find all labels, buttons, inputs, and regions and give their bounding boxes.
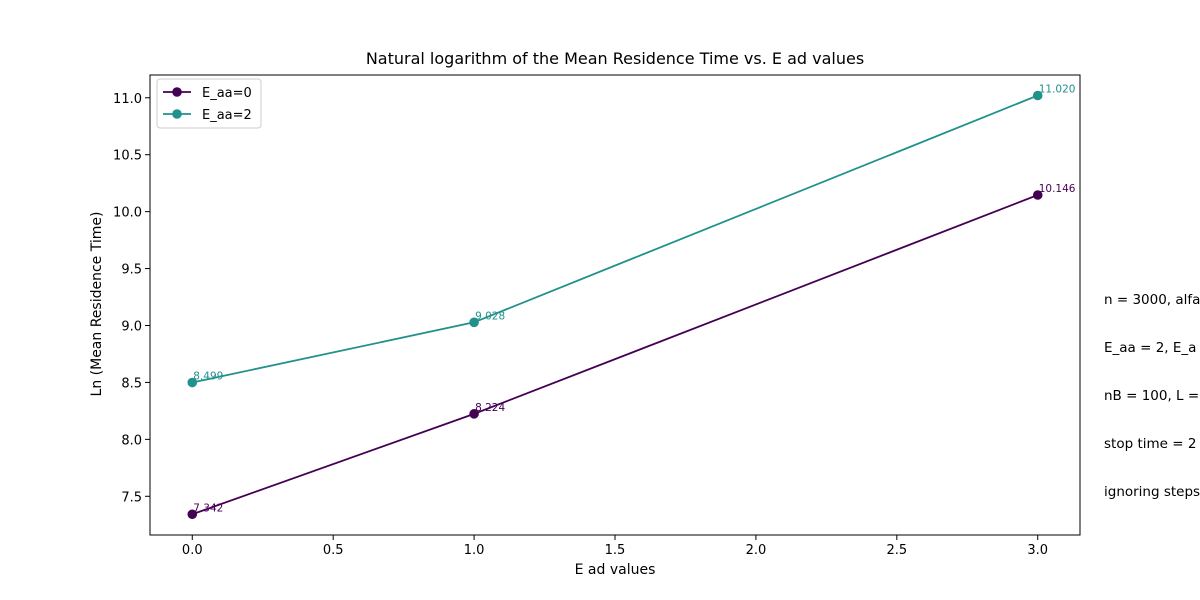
series-2-point-label: 9.028 bbox=[475, 310, 505, 322]
legend-label-2: E_aa=2 bbox=[202, 108, 252, 123]
series-2-point bbox=[187, 377, 198, 388]
series-1-point-label: 10.146 bbox=[1039, 183, 1076, 195]
y-tick-label: 10.0 bbox=[113, 206, 142, 221]
series-1-point bbox=[187, 509, 198, 520]
y-tick-label: 8.0 bbox=[121, 433, 142, 448]
series-line-2 bbox=[192, 94, 1039, 384]
side-note-line: nB = 100, L = bbox=[1104, 388, 1200, 404]
y-tick-label: 11.0 bbox=[113, 92, 142, 107]
y-tick-label: 10.5 bbox=[113, 149, 142, 164]
series-2-point bbox=[469, 317, 479, 328]
x-tick-label: 1.0 bbox=[464, 543, 485, 558]
side-note-line: n = 3000, alfa bbox=[1104, 292, 1200, 308]
x-axis-label: E ad values bbox=[575, 562, 656, 578]
series-1-point bbox=[469, 409, 479, 419]
chart-title: Natural logarithm of the Mean Residence … bbox=[366, 49, 864, 68]
y-tick-label: 9.0 bbox=[121, 319, 142, 334]
legend-marker-2 bbox=[172, 109, 182, 119]
side-note-line: ignoring steps bbox=[1104, 484, 1200, 500]
y-tick-label: 7.5 bbox=[121, 490, 142, 505]
legend-label-1: E_aa=0 bbox=[202, 86, 252, 101]
x-tick-label: 0.0 bbox=[182, 543, 203, 558]
series-2-point bbox=[1032, 90, 1043, 101]
legend-marker-1 bbox=[172, 87, 182, 97]
series-1-point bbox=[1032, 190, 1043, 200]
x-tick-label: 2.0 bbox=[746, 543, 767, 558]
side-note-line: E_aa = 2, E_a bbox=[1104, 340, 1197, 356]
side-note-line: stop time = 2 bbox=[1104, 436, 1197, 452]
y-tick-label: 8.5 bbox=[121, 376, 142, 391]
x-tick-label: 1.5 bbox=[605, 543, 626, 558]
series-1-point-label: 8.224 bbox=[475, 402, 505, 414]
axes-frame bbox=[149, 74, 1081, 536]
y-axis-label: Ln (Mean Residence Time) bbox=[89, 212, 105, 397]
x-tick-label: 0.5 bbox=[323, 543, 344, 558]
x-tick-label: 3.0 bbox=[1027, 543, 1048, 558]
series-1-point-label: 7.342 bbox=[193, 502, 223, 514]
y-tick-label: 9.5 bbox=[121, 263, 142, 278]
series-2-point-label: 8.499 bbox=[193, 371, 223, 383]
x-tick-label: 2.5 bbox=[886, 543, 907, 558]
series-2-point-label: 11.020 bbox=[1039, 83, 1076, 95]
side-note: n = 3000, alfa E_aa = 2, E_a nB = 100, L… bbox=[1104, 260, 1200, 516]
